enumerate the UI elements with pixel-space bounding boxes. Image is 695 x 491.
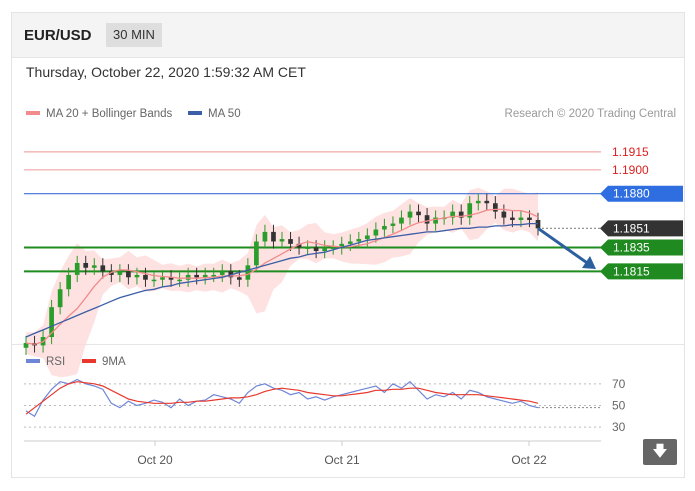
candle-body xyxy=(211,274,217,277)
candle-body xyxy=(450,211,456,218)
candle-body xyxy=(271,231,276,242)
candle-body xyxy=(219,271,225,275)
candle-body xyxy=(126,271,131,278)
projection-arrowhead xyxy=(582,255,596,269)
candle-body xyxy=(279,239,285,242)
candle-body xyxy=(467,203,473,218)
ma9-line xyxy=(25,381,539,415)
x-tick-label: Oct 21 xyxy=(324,453,360,467)
resistance-level-label: 1.1915 xyxy=(612,145,649,159)
candle-body xyxy=(382,225,387,230)
projection-arrow-shaft xyxy=(537,227,591,267)
candle-body xyxy=(117,271,123,275)
panel-separator xyxy=(12,344,684,345)
timeframe-badge[interactable]: 30 MIN xyxy=(106,23,162,47)
candle-body xyxy=(134,274,140,278)
candle-body xyxy=(390,223,396,226)
symbol-title: EUR/USD xyxy=(24,27,92,44)
ma20-legend-swatch xyxy=(26,111,40,115)
support-level-label: 1.1815 xyxy=(613,264,650,278)
rsi-tick-label: 70 xyxy=(612,377,626,391)
candle-body xyxy=(356,239,362,242)
pivot-level-tag xyxy=(600,185,683,202)
candle-body xyxy=(492,203,498,212)
ma50-line xyxy=(25,222,538,338)
ma50-legend-swatch xyxy=(188,111,202,115)
support-level-label: 1.1835 xyxy=(613,240,650,254)
candle-body xyxy=(433,217,438,224)
candle-body xyxy=(108,271,114,275)
chart-header: EUR/USD 30 MIN xyxy=(12,13,684,58)
candle-body xyxy=(245,265,251,280)
candle-body xyxy=(407,211,413,218)
x-tick-label: Oct 22 xyxy=(511,453,547,467)
ma20-legend-label: MA 20 + Bollinger Bands xyxy=(46,108,173,120)
candle-body xyxy=(151,279,157,282)
resistance-level-label: 1.1900 xyxy=(612,163,649,177)
candle-body xyxy=(416,211,421,216)
chart-card: EUR/USD 30 MIN Thursday, October 22, 202… xyxy=(11,12,685,478)
candle-body xyxy=(66,274,72,290)
candle-body xyxy=(475,200,481,204)
candle-body xyxy=(100,265,106,272)
ma9-legend-label: 9MA xyxy=(102,356,126,368)
candle-body xyxy=(288,239,293,244)
candle-body xyxy=(23,343,29,348)
candle-body xyxy=(364,235,370,240)
support-level-tag xyxy=(600,263,683,280)
rsi-legend-label: RSI xyxy=(46,356,65,368)
candle-body xyxy=(501,211,507,218)
candle-body xyxy=(83,262,89,268)
rsi-tick-label: 30 xyxy=(612,420,626,434)
candle-body xyxy=(185,274,191,280)
candle-body xyxy=(424,215,430,224)
candle-body xyxy=(399,217,404,224)
candle-body xyxy=(518,217,524,220)
candle-body xyxy=(373,229,379,236)
candle-body xyxy=(57,289,63,308)
bollinger-band xyxy=(26,187,538,378)
price-chart: MA 20 + Bollinger Bands MA 50 Research ©… xyxy=(23,108,683,467)
candle-body xyxy=(305,247,310,249)
candle-body xyxy=(339,243,345,248)
candle-body xyxy=(347,241,353,244)
candle-body xyxy=(202,274,208,278)
candle-body xyxy=(168,277,174,280)
candle-body xyxy=(74,262,80,275)
candle-body xyxy=(254,241,259,266)
ma9-legend-swatch xyxy=(82,359,96,363)
rsi-legend-swatch xyxy=(26,359,40,363)
download-button[interactable]: 🡇 xyxy=(643,439,677,465)
last-price-label: 1.1851 xyxy=(613,221,650,235)
rsi-line xyxy=(25,378,539,418)
candle-body xyxy=(458,211,464,218)
support-level-tag xyxy=(600,239,683,256)
candle-body xyxy=(313,247,319,252)
candle-body xyxy=(160,277,165,280)
rsi-tick-label: 50 xyxy=(612,399,626,413)
candle-body xyxy=(322,247,328,252)
candle-body xyxy=(49,307,54,338)
candle-body xyxy=(510,217,515,220)
candle-body xyxy=(194,274,200,278)
x-tick-label: Oct 20 xyxy=(137,453,173,467)
candle-body xyxy=(143,274,148,280)
last-price-tag xyxy=(600,220,683,237)
candle-body xyxy=(484,200,490,204)
download-icon: 🡇 xyxy=(652,443,668,460)
ma20-line xyxy=(25,208,539,345)
chart-datetime: Thursday, October 22, 2020 1:59:32 AM CE… xyxy=(26,64,306,80)
candle-body xyxy=(236,277,242,280)
candle-body xyxy=(91,265,97,268)
candle-body xyxy=(296,243,302,248)
copyright-text: Research © 2020 Trading Central xyxy=(505,108,676,120)
ma50-legend-label: MA 50 xyxy=(208,108,241,120)
candle-body xyxy=(330,247,336,249)
candle-body xyxy=(177,279,182,282)
candle-body xyxy=(527,217,532,220)
pivot-level-label: 1.1880 xyxy=(613,187,650,201)
candle-body xyxy=(262,231,268,242)
